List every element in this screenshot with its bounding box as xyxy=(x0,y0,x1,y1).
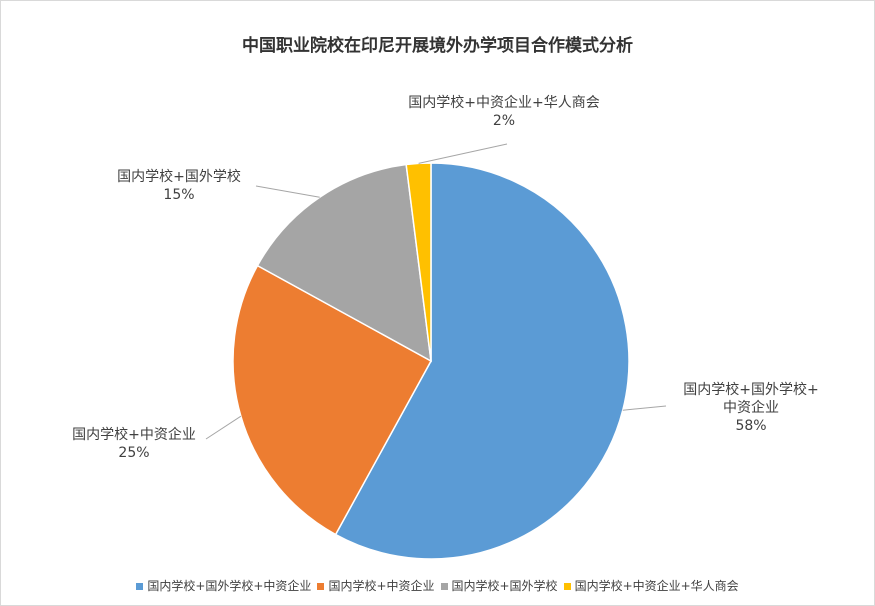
slice-label-4: 国内学校+中资企业+华人商会 2% xyxy=(408,94,599,130)
slice-category-text: 中资企业 xyxy=(723,400,779,416)
legend-label: 国内学校+中资企业+华人商会 xyxy=(574,579,739,593)
legend-item-4: 国内学校+中资企业+华人商会 xyxy=(563,577,739,594)
pie-slice-3 xyxy=(256,163,432,363)
legend-item-2: 国内学校+中资企业 xyxy=(317,577,435,594)
pie-slice-1 xyxy=(334,162,630,560)
pie-slice-2 xyxy=(232,264,433,536)
chart-title: 中国职业院校在印尼开展境外办学项目合作模式分析 xyxy=(242,36,633,56)
pie-slice-4 xyxy=(405,162,432,362)
chart-legend: 国内学校+国外学校+中资企业 国内学校+中资企业 国内学校+国外学校 国内学校+中资企… xyxy=(1,577,874,594)
legend-swatch xyxy=(136,583,144,590)
slice-percent: 58% xyxy=(735,418,767,434)
leader-line-4 xyxy=(418,143,508,164)
legend-label: 国内学校+国外学校 xyxy=(451,579,558,593)
slice-label-2: 国内学校+中资企业 25% xyxy=(72,426,196,462)
legend-swatch xyxy=(440,583,448,590)
slice-category-text: 国内学校+中资企业 xyxy=(72,427,196,443)
legend-swatch xyxy=(317,583,325,590)
slice-label-1: 国内学校+国外学校+ 中资企业 58% xyxy=(683,381,818,435)
slice-percent: 15% xyxy=(163,187,195,203)
leader-line-3 xyxy=(255,185,320,198)
legend-item-3: 国内学校+国外学校 xyxy=(440,577,558,594)
slice-percent: 25% xyxy=(118,445,150,461)
legend-label: 国内学校+中资企业 xyxy=(328,579,435,593)
slice-category-text: 国内学校+国外学校 xyxy=(117,169,241,185)
slice-label-3: 国内学校+国外学校 15% xyxy=(117,168,241,204)
leader-line-1 xyxy=(622,405,667,411)
leader-line-2 xyxy=(205,415,242,440)
slice-category-text: 国内学校+国外学校+ xyxy=(683,382,819,398)
legend-item-1: 国内学校+国外学校+中资企业 xyxy=(136,577,311,594)
legend-label: 国内学校+国外学校+中资企业 xyxy=(147,579,312,593)
slice-percent: 2% xyxy=(492,113,516,129)
slice-category-text: 国内学校+中资企业+华人商会 xyxy=(408,95,600,111)
legend-swatch xyxy=(563,583,571,590)
